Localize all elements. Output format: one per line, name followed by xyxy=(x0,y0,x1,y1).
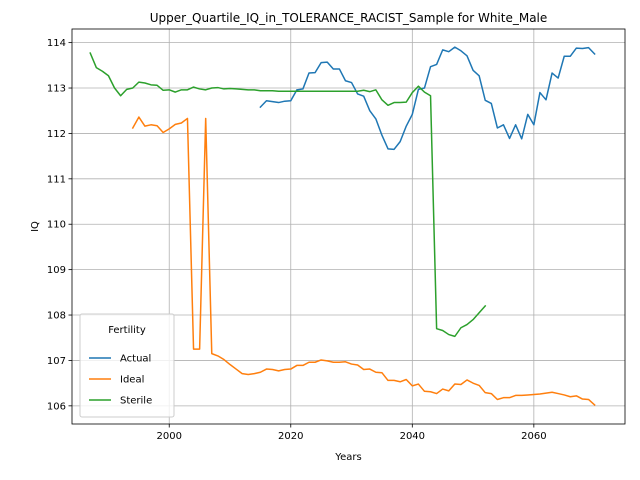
legend-label-sterile: Sterile xyxy=(120,396,152,407)
legend-label-ideal: Ideal xyxy=(120,375,144,386)
series-lines xyxy=(89,46,596,406)
legend-title: Fertility xyxy=(108,325,146,336)
series-line-actual xyxy=(259,46,596,151)
y-tick-label: 113 xyxy=(47,84,66,95)
series-line-sterile xyxy=(89,52,487,338)
y-tick-label: 106 xyxy=(47,401,66,412)
y-tick-label: 108 xyxy=(47,311,66,322)
x-tick-label: 2060 xyxy=(521,431,546,442)
y-axis-label: IQ xyxy=(30,221,41,232)
x-tick-label: 2040 xyxy=(400,431,425,442)
legend-box xyxy=(79,313,175,418)
y-tick-label: 110 xyxy=(47,220,66,231)
x-tick-label: 2020 xyxy=(278,431,303,442)
plot-frame xyxy=(71,28,626,425)
y-tick-label: 107 xyxy=(47,356,66,367)
legend-label-actual: Actual xyxy=(120,354,151,365)
series-line-ideal xyxy=(131,116,596,406)
y-tick-label: 109 xyxy=(47,265,66,276)
legend: Fertility Actual Ideal Sterile xyxy=(79,313,175,418)
x-tick-label: 2000 xyxy=(157,431,182,442)
axis-ticks: 2000 2020 2040 2060 106 107 108 109 110 111 112 113… xyxy=(47,38,547,442)
chart-title: Upper_Quartile_IQ_in_TOLERANCE_RACIST_Sa… xyxy=(150,11,548,25)
y-tick-label: 111 xyxy=(47,174,66,185)
y-tick-label: 112 xyxy=(47,129,66,140)
x-axis-label: Years xyxy=(334,452,361,463)
grid-lines xyxy=(72,29,625,424)
y-tick-label: 114 xyxy=(47,38,66,49)
legend-items: Actual Ideal Sterile xyxy=(89,354,152,407)
